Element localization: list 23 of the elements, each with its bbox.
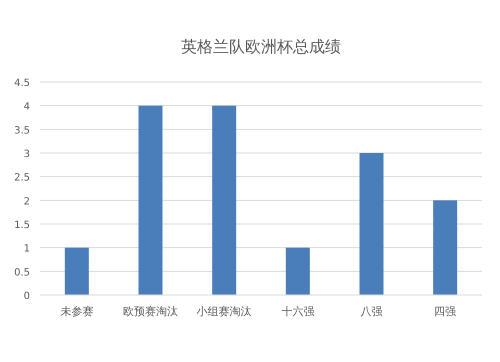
bar xyxy=(360,153,384,295)
x-tick-label: 欧预赛淘汰 xyxy=(123,305,178,318)
x-tick-label: 四强 xyxy=(434,305,456,318)
bar xyxy=(212,106,236,295)
y-tick-label: 2.5 xyxy=(14,172,30,184)
y-tick-label: 4 xyxy=(24,102,30,113)
x-tick-label: 十六强 xyxy=(281,305,314,318)
x-tick-label: 未参赛 xyxy=(60,305,94,318)
x-tick-label: 八强 xyxy=(360,305,382,318)
chart-title: 英格兰队欧洲杯总成绩 xyxy=(181,37,341,56)
y-tick-label: 0.5 xyxy=(14,267,30,278)
y-tick-label: 3 xyxy=(24,149,30,160)
bar xyxy=(286,248,310,295)
y-tick-label: 4.5 xyxy=(14,78,30,89)
x-tick-label: 小组赛淘汰 xyxy=(196,305,252,318)
y-tick-label: 0 xyxy=(24,291,30,302)
bar xyxy=(64,248,89,295)
y-tick-label: 2 xyxy=(24,196,30,208)
y-tick-label: 1 xyxy=(24,244,30,255)
bar xyxy=(433,200,458,295)
bar xyxy=(138,106,162,295)
y-tick-label: 1.5 xyxy=(14,220,30,231)
y-tick-label: 3.5 xyxy=(14,125,30,136)
